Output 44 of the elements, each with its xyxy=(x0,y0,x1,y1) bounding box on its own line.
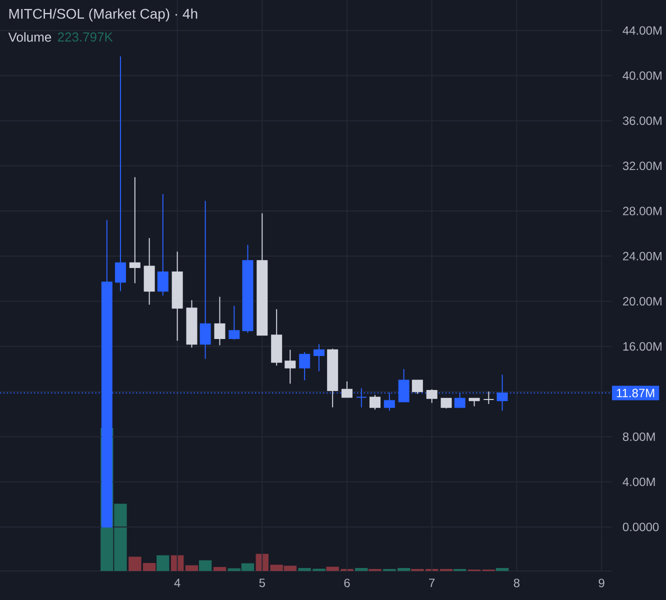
x-tick-label: 8 xyxy=(514,578,520,588)
bar xyxy=(213,566,226,571)
candlestick xyxy=(426,388,438,404)
y-tick-label: 8.00M xyxy=(622,432,655,441)
y-tick-label: 16.00M xyxy=(623,342,662,351)
candlestick xyxy=(412,380,423,394)
candlestick xyxy=(483,391,494,404)
candlestick xyxy=(200,200,211,360)
candlestick xyxy=(157,194,168,296)
candlestick xyxy=(440,398,452,409)
y-tick-label: 0.0000 xyxy=(622,522,659,532)
y-tick-label: 28.00M xyxy=(623,206,662,216)
x-tick-label: 4 xyxy=(174,578,180,587)
text: MITCH/SOL (Market Cap) · 4h xyxy=(9,8,198,22)
bar xyxy=(156,555,170,571)
ref-line-label: 11.87M xyxy=(616,388,654,398)
bar xyxy=(185,565,198,571)
candlestick xyxy=(284,349,296,384)
y-tick-label: 20.00M xyxy=(623,297,662,306)
candlestick xyxy=(370,394,381,410)
x-tick-label: 9 xyxy=(598,578,604,588)
y-tick-label: 32.00M xyxy=(622,162,662,170)
x-tick-label: 7 xyxy=(429,578,435,587)
chart-title: Volume xyxy=(8,32,52,42)
y-tick-label: 4.00M xyxy=(622,478,655,486)
bar xyxy=(355,568,368,571)
x-tick-label: 5 xyxy=(259,578,265,588)
candlestick xyxy=(314,344,325,372)
y-tick-label: 40.00M xyxy=(622,71,662,80)
candlestick xyxy=(129,176,140,284)
y-tick-label: 24.00M xyxy=(623,252,662,260)
candlestick xyxy=(299,352,310,381)
candlestick xyxy=(114,56,126,292)
bar xyxy=(142,562,156,571)
bar xyxy=(496,568,509,571)
y-tick-label: 44.00M xyxy=(622,26,662,35)
candlestick xyxy=(228,305,240,340)
candlestick xyxy=(342,380,353,398)
annotation: 223.797K xyxy=(58,32,113,42)
x-tick-label: 6 xyxy=(344,578,350,588)
y-tick-label: 36.00M xyxy=(622,116,662,125)
bar xyxy=(128,556,142,571)
bar xyxy=(198,560,212,571)
candlestick xyxy=(214,296,226,346)
